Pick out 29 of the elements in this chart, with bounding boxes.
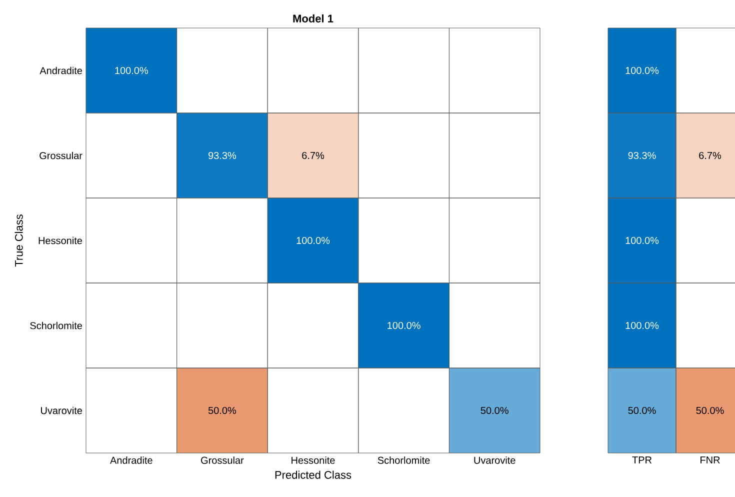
y-tick-label: Grossular — [40, 152, 82, 160]
x-tick-label: TPR — [632, 456, 652, 464]
y-tick-label: Andradite — [40, 66, 82, 74]
x-tick-label: Hessonite — [292, 456, 335, 464]
data-label: 93.3% — [208, 152, 236, 160]
data-label: 50.0% — [628, 406, 656, 414]
data-label: 50.0% — [696, 406, 724, 414]
data-label: 100.0% — [296, 236, 330, 244]
data-label: 6.7% — [699, 152, 722, 160]
data-label: 100.0% — [115, 66, 148, 74]
y-tick-label: Uvarovite — [41, 406, 82, 414]
data-label: 93.3% — [628, 152, 656, 160]
x-tick-label: Andradite — [110, 456, 152, 464]
data-label: 100.0% — [388, 322, 420, 330]
data-label: 6.7% — [302, 152, 324, 160]
data-label: 50.0% — [208, 406, 236, 414]
y-axis-title: True Class — [14, 214, 23, 267]
data-label: 100.0% — [626, 66, 659, 74]
chart-title: Model 1 — [293, 14, 334, 22]
x-tick-label: FNR — [700, 456, 720, 464]
y-tick-label: Schorlomite — [30, 322, 82, 330]
y-tick-label: Hessonite — [38, 236, 82, 244]
x-tick-label: Grossular — [201, 456, 244, 464]
x-axis-title: Predicted Class — [275, 470, 352, 479]
data-label: 100.0% — [626, 322, 659, 330]
data-label: 100.0% — [626, 236, 659, 244]
data-label: 50.0% — [480, 406, 508, 414]
x-tick-label: Schorlomite — [378, 456, 430, 464]
x-tick-label: Uvarovite — [474, 456, 516, 464]
